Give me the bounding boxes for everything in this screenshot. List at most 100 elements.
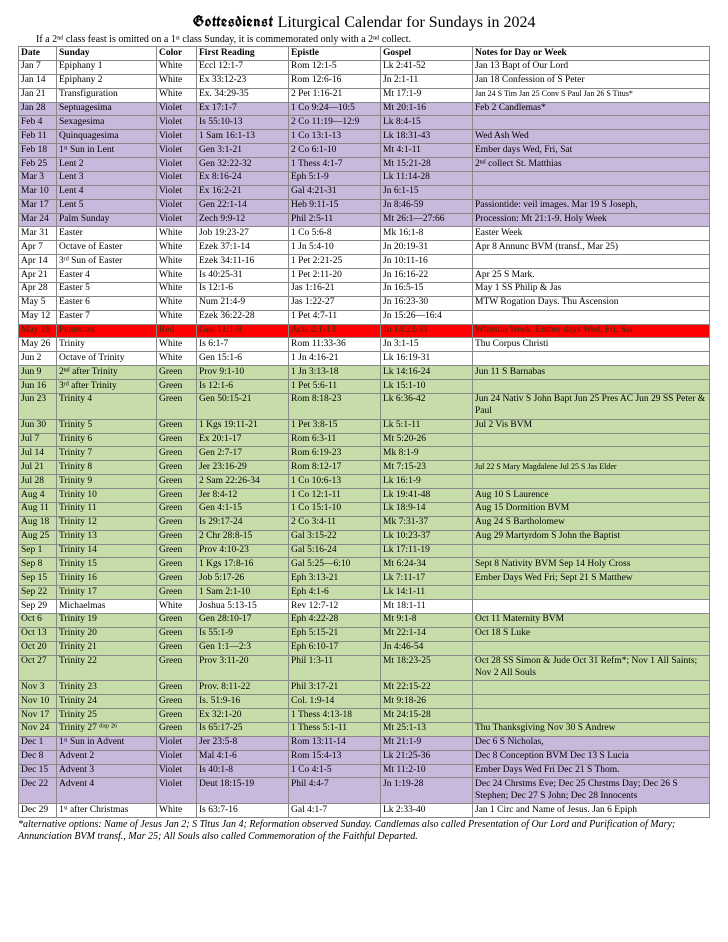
cell-gospel: Lk 14:16-24 (381, 366, 473, 380)
cell-epistle: Phil 4:4-7 (289, 778, 381, 804)
cell-first-reading: Is 12:1-6 (197, 380, 289, 394)
cell-first-reading: Is 40:1-8 (197, 764, 289, 778)
cell-notes (473, 433, 710, 447)
cell-color: Green (157, 447, 197, 461)
cell-first-reading: Jer 23:5-8 (197, 736, 289, 750)
cell-first-reading: 1 Sam 2:1-10 (197, 586, 289, 600)
cell-epistle: Col. 1:9-14 (289, 695, 381, 709)
cell-date: Jul 21 (19, 461, 57, 475)
cell-gospel: Mk 8:1-9 (381, 447, 473, 461)
cell-epistle: Rev 12:7-12 (289, 600, 381, 614)
cell-notes: Whitsun Week. Ember days Wed, Fri, Sat (473, 324, 710, 338)
cell-date: Mar 3 (19, 171, 57, 185)
cell-notes: Apr 25 S Mark. (473, 269, 710, 283)
cell-first-reading: Ex 33:12-23 (197, 74, 289, 88)
cell-sunday: Epiphany 2 (57, 74, 157, 88)
cell-gospel: Lk 2:41-52 (381, 60, 473, 74)
page-title: Gottesdienst Liturgical Calendar for Sun… (18, 12, 710, 32)
cell-date: Jan 21 (19, 88, 57, 102)
cell-color: Violet (157, 130, 197, 144)
table-row: Oct 20Trinity 21GreenGen 1:1—2:3Eph 6:10… (19, 641, 710, 655)
cell-gospel: Mt 11:2-10 (381, 764, 473, 778)
cell-first-reading: Jer 8:4-12 (197, 489, 289, 503)
cell-color: Violet (157, 102, 197, 116)
cell-first-reading: Prov 4:10-23 (197, 544, 289, 558)
cell-epistle: 1 Co 10:6-13 (289, 475, 381, 489)
cell-gospel: Mt 22:15-22 (381, 681, 473, 695)
cell-date: Jan 7 (19, 60, 57, 74)
cell-sunday: Sexagesima (57, 116, 157, 130)
cell-sunday: Octave of Easter (57, 241, 157, 255)
table-body: Jan 7Epiphany 1WhiteEccl 12:1-7Rom 12:1-… (19, 60, 710, 817)
cell-first-reading: Job 19:23-27 (197, 227, 289, 241)
table-row: Sep 22Trinity 17Green1 Sam 2:1-10Eph 4:1… (19, 586, 710, 600)
cell-date: Jan 14 (19, 74, 57, 88)
cell-notes (473, 709, 710, 723)
cell-date: Apr 7 (19, 241, 57, 255)
header-row: Date Sunday Color First Reading Epistle … (19, 47, 710, 61)
cell-gospel: Mt 9:18-26 (381, 695, 473, 709)
cell-epistle: 2 Co 11:19—12:9 (289, 116, 381, 130)
cell-epistle: 1 Co 9:24—10:5 (289, 102, 381, 116)
cell-color: Green (157, 502, 197, 516)
cell-sunday: 2ⁿᵈ after Trinity (57, 366, 157, 380)
cell-sunday: Trinity 25 (57, 709, 157, 723)
cell-first-reading: Is 6:1-7 (197, 338, 289, 352)
cell-gospel: Mt 25:1-13 (381, 722, 473, 736)
cell-gospel: Lk 10:23-37 (381, 530, 473, 544)
cell-first-reading: Ex. 34:29-35 (197, 88, 289, 102)
cell-epistle: Jas 1:22-27 (289, 296, 381, 310)
cell-color: White (157, 282, 197, 296)
cell-sunday: 3ʳᵈ after Trinity (57, 380, 157, 394)
cell-date: Sep 15 (19, 572, 57, 586)
cell-color: White (157, 296, 197, 310)
table-row: Oct 27Trinity 22GreenProv 3:11-20Phil 1:… (19, 655, 710, 681)
cell-first-reading: Prov. 8:11-22 (197, 681, 289, 695)
cell-color: Violet (157, 213, 197, 227)
cell-sunday: Septuagesima (57, 102, 157, 116)
cell-color: Green (157, 380, 197, 394)
cell-sunday: Trinity 24 (57, 695, 157, 709)
table-row: Jun 92ⁿᵈ after TrinityGreenProv 9:1-101 … (19, 366, 710, 380)
cell-sunday: Trinity 5 (57, 419, 157, 433)
cell-sunday: Trinity 17 (57, 586, 157, 600)
cell-gospel: Jn 20:19-31 (381, 241, 473, 255)
cell-sunday: Easter (57, 227, 157, 241)
cell-first-reading: Job 5:17-26 (197, 572, 289, 586)
cell-date: Jul 7 (19, 433, 57, 447)
cell-color: White (157, 74, 197, 88)
table-row: Mar 17Lent 5VioletGen 22:1-14Heb 9:11-15… (19, 199, 710, 213)
cell-gospel: Mt 6:24-34 (381, 558, 473, 572)
cell-notes: Jan 18 Confession of S Peter (473, 74, 710, 88)
cell-date: Jul 28 (19, 475, 57, 489)
cell-date: May 19 (19, 324, 57, 338)
cell-first-reading: Ex 32:1-20 (197, 709, 289, 723)
table-row: Oct 13Trinity 20GreenIs 55:1-9Eph 5:15-2… (19, 627, 710, 641)
table-row: Jan 14Epiphany 2WhiteEx 33:12-23Rom 12:6… (19, 74, 710, 88)
cell-sunday: Trinity 23 (57, 681, 157, 695)
cell-notes: Sept 8 Nativity BVM Sep 14 Holy Cross (473, 558, 710, 572)
cell-color: Red (157, 324, 197, 338)
cell-gospel: Mk 7:31-37 (381, 516, 473, 530)
cell-notes: Apr 8 Annunc BVM (transf., Mar 25) (473, 241, 710, 255)
cell-color: Green (157, 681, 197, 695)
cell-gospel: Lk 19:41-48 (381, 489, 473, 503)
table-row: Jan 7Epiphany 1WhiteEccl 12:1-7Rom 12:1-… (19, 60, 710, 74)
cell-first-reading: Gen 22:1-14 (197, 199, 289, 213)
cell-epistle: Rom 8:12-17 (289, 461, 381, 475)
cell-sunday: Trinity 15 (57, 558, 157, 572)
cell-color: White (157, 310, 197, 324)
cell-gospel: Lk 8:4-15 (381, 116, 473, 130)
cell-sunday: Trinity 8 (57, 461, 157, 475)
calendar-table: Date Sunday Color First Reading Epistle … (18, 46, 710, 818)
cell-notes: Dec 8 Conception BVM Dec 13 S Lucia (473, 750, 710, 764)
cell-date: Jun 30 (19, 419, 57, 433)
cell-epistle: Rom 8:18-23 (289, 393, 381, 419)
cell-notes: Ember Days Wed Fri; Sept 21 S Matthew (473, 572, 710, 586)
cell-notes (473, 310, 710, 324)
cell-color: White (157, 88, 197, 102)
cell-gospel: Mt 24:15-28 (381, 709, 473, 723)
cell-epistle: Rom 6:3-11 (289, 433, 381, 447)
cell-epistle: Rom 12:1-5 (289, 60, 381, 74)
cell-first-reading: Gen 4:1-15 (197, 502, 289, 516)
